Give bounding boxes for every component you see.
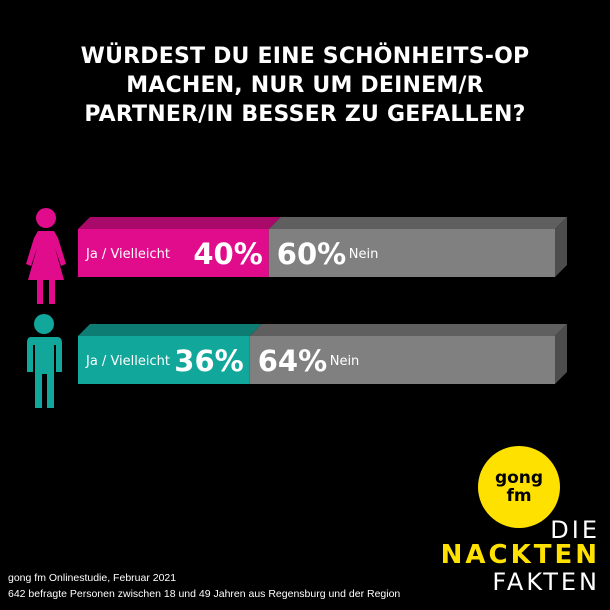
title-line-1: WÜRDEST DU EINE SCHÖNHEITS-OP	[80, 44, 530, 69]
footer-source: gong fm Onlinestudie, Februar 2021	[8, 572, 177, 584]
data-label-no-female: 60%	[277, 237, 346, 271]
brand-line-3: FAKTEN	[492, 568, 600, 596]
bar-side-male	[555, 324, 567, 384]
gong-fm-logo: gong fm	[478, 446, 560, 528]
bar-top-no-female	[268, 217, 567, 229]
bar-side-female	[555, 217, 567, 277]
brand-line-1: DIE	[550, 516, 600, 544]
data-label-yes-male: 36%	[174, 344, 243, 378]
series-label-yes-male: Ja / Vielleicht	[85, 354, 170, 369]
footer-sample: 642 befragte Personen zwischen 18 und 49…	[8, 588, 401, 600]
bar-top-yes-male	[78, 324, 262, 336]
data-label-yes-female: 40%	[193, 237, 262, 271]
bar-yes-female	[78, 229, 269, 277]
brand-line-2: NACKTEN	[440, 540, 600, 570]
bar-no-male	[249, 336, 555, 384]
data-label-no-male: 64%	[258, 344, 327, 378]
male-icon	[27, 314, 62, 408]
logo-line-2: fm	[506, 486, 532, 506]
series-label-no-female: Nein	[349, 247, 379, 262]
title-line-3: PARTNER/IN BESSER ZU GEFALLEN?	[84, 102, 526, 127]
bar-no-female	[268, 229, 555, 277]
chart-title: WÜRDEST DU EINE SCHÖNHEITS-OP MACHEN, NU…	[0, 42, 610, 129]
title-line-2: MACHEN, NUR UM DEINEM/R	[126, 73, 484, 98]
bar-top-no-male	[249, 324, 567, 336]
female-icon	[26, 208, 66, 304]
bar-yes-male	[78, 336, 250, 384]
logo-line-1: gong	[494, 468, 544, 488]
bar-top-yes-female	[78, 217, 281, 229]
series-label-yes-female: Ja / Vielleicht	[85, 247, 170, 262]
series-label-no-male: Nein	[330, 354, 360, 369]
